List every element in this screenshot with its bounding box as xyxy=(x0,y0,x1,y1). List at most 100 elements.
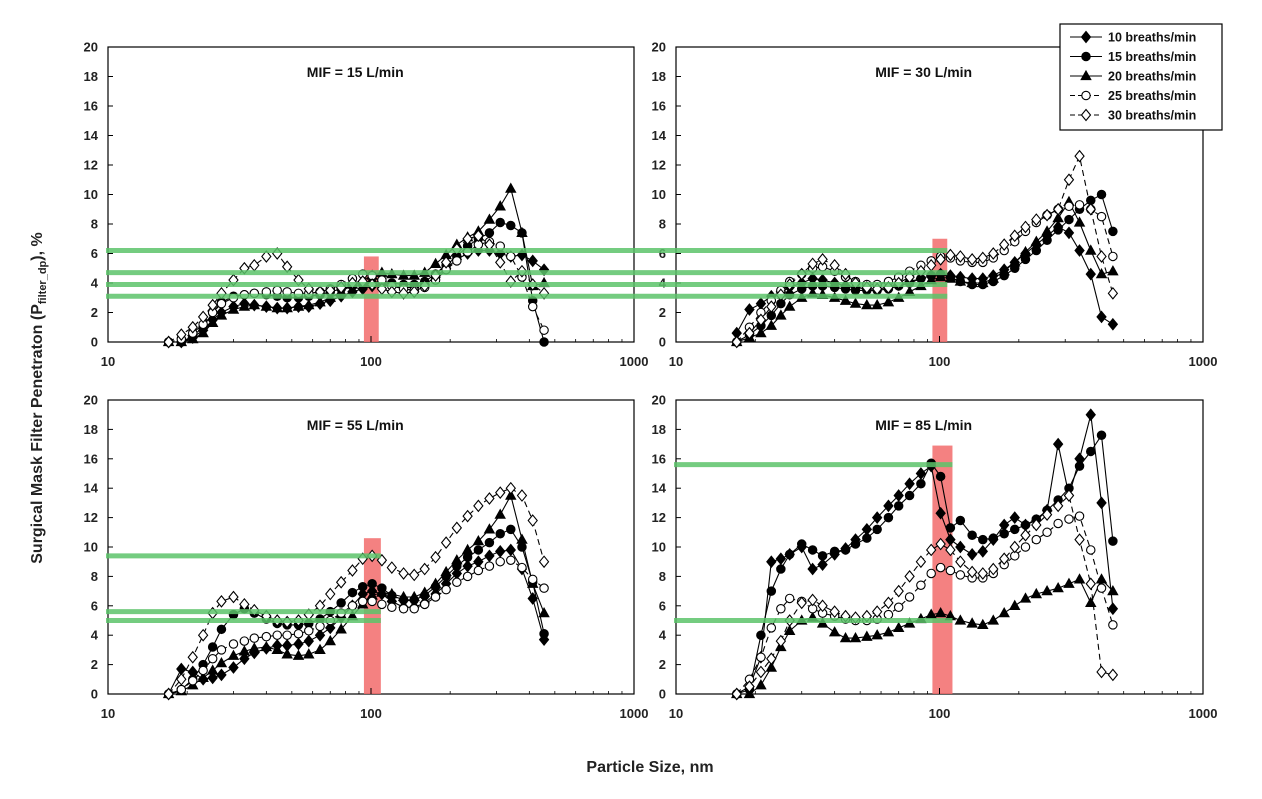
data-point xyxy=(539,337,549,347)
data-point xyxy=(527,301,538,312)
y-tick-label: 12 xyxy=(652,510,666,525)
data-point xyxy=(1031,245,1042,256)
data-point xyxy=(303,648,315,659)
data-point xyxy=(1073,573,1086,584)
data-point xyxy=(249,633,260,643)
data-point xyxy=(527,254,538,268)
data-point xyxy=(336,598,346,608)
data-point xyxy=(849,632,862,643)
data-point xyxy=(1020,542,1031,552)
data-point xyxy=(1086,545,1096,555)
data-point xyxy=(517,562,527,573)
data-point xyxy=(484,228,495,238)
data-point xyxy=(452,577,462,588)
data-point xyxy=(966,617,978,628)
data-point xyxy=(187,332,199,344)
data-point xyxy=(1009,540,1020,554)
data-point xyxy=(817,599,828,613)
data-point xyxy=(441,584,451,595)
data-point xyxy=(731,335,742,349)
data-point xyxy=(197,310,209,324)
data-point xyxy=(1064,201,1074,212)
data-point xyxy=(215,657,228,668)
y-tick-label: 0 xyxy=(91,335,98,350)
data-point xyxy=(367,578,377,589)
legend-item: 30 breaths/min xyxy=(1070,109,1196,123)
data-point xyxy=(1019,592,1032,603)
data-point xyxy=(238,300,251,311)
legend-label: 10 breaths/min xyxy=(1108,31,1196,45)
data-point xyxy=(766,300,777,313)
data-point xyxy=(314,628,326,642)
data-point xyxy=(198,665,208,676)
data-point xyxy=(292,300,305,311)
data-point xyxy=(935,506,946,520)
data-point xyxy=(335,575,347,589)
data-point xyxy=(1107,265,1119,276)
data-point xyxy=(1020,520,1031,530)
data-point xyxy=(303,298,315,310)
data-point xyxy=(207,671,218,685)
data-point xyxy=(215,309,228,320)
data-point xyxy=(347,587,358,598)
data-point xyxy=(292,649,305,660)
data-point xyxy=(538,607,550,618)
data-point xyxy=(849,297,862,308)
data-point xyxy=(1064,514,1074,524)
y-tick-label: 12 xyxy=(84,158,98,173)
data-point xyxy=(1074,149,1085,163)
data-point xyxy=(304,626,314,636)
data-point xyxy=(314,643,326,655)
y-tick-label: 6 xyxy=(91,246,98,261)
data-point xyxy=(207,653,218,664)
data-point xyxy=(495,529,505,539)
x-axis-label: Particle Size, nm xyxy=(586,759,713,776)
y-tick-label: 8 xyxy=(659,569,666,584)
data-point xyxy=(473,499,484,513)
data-point xyxy=(1053,225,1063,235)
y-tick-label: 14 xyxy=(652,481,667,496)
data-point xyxy=(1041,584,1053,596)
data-point xyxy=(776,603,786,614)
data-point xyxy=(1064,214,1074,225)
data-point xyxy=(216,645,227,655)
x-tick-label: 1000 xyxy=(1189,354,1218,369)
data-point xyxy=(472,534,485,546)
data-point xyxy=(999,529,1009,539)
data-point xyxy=(871,629,883,640)
data-point xyxy=(883,596,894,610)
y-tick-label: 2 xyxy=(659,657,666,672)
data-point xyxy=(765,319,778,330)
reference-lines-layer xyxy=(106,248,953,623)
data-point xyxy=(271,643,283,655)
data-point xyxy=(1096,665,1107,679)
data-point xyxy=(282,630,292,640)
data-point xyxy=(516,489,528,502)
legend-label: 20 breaths/min xyxy=(1108,70,1196,84)
y-tick-label: 0 xyxy=(91,687,98,702)
data-point xyxy=(386,561,398,574)
data-point xyxy=(216,624,227,635)
data-point xyxy=(473,545,484,555)
data-point xyxy=(775,634,787,648)
data-point xyxy=(228,639,239,649)
data-point xyxy=(829,605,840,619)
data-point xyxy=(766,623,777,633)
y-tick-label: 6 xyxy=(91,598,98,613)
data-point xyxy=(987,272,1000,283)
data-point xyxy=(883,499,894,513)
legend-marker xyxy=(1080,108,1092,122)
data-point xyxy=(893,584,904,598)
data-point xyxy=(163,335,174,349)
y-tick-label: 8 xyxy=(659,217,666,232)
data-point xyxy=(176,684,187,695)
data-point xyxy=(430,550,441,564)
data-point xyxy=(1041,508,1053,522)
data-point xyxy=(429,257,442,268)
data-point xyxy=(998,265,1010,276)
data-point xyxy=(1020,220,1031,234)
data-point xyxy=(1019,245,1032,257)
data-point xyxy=(538,555,550,569)
data-point xyxy=(915,555,927,569)
